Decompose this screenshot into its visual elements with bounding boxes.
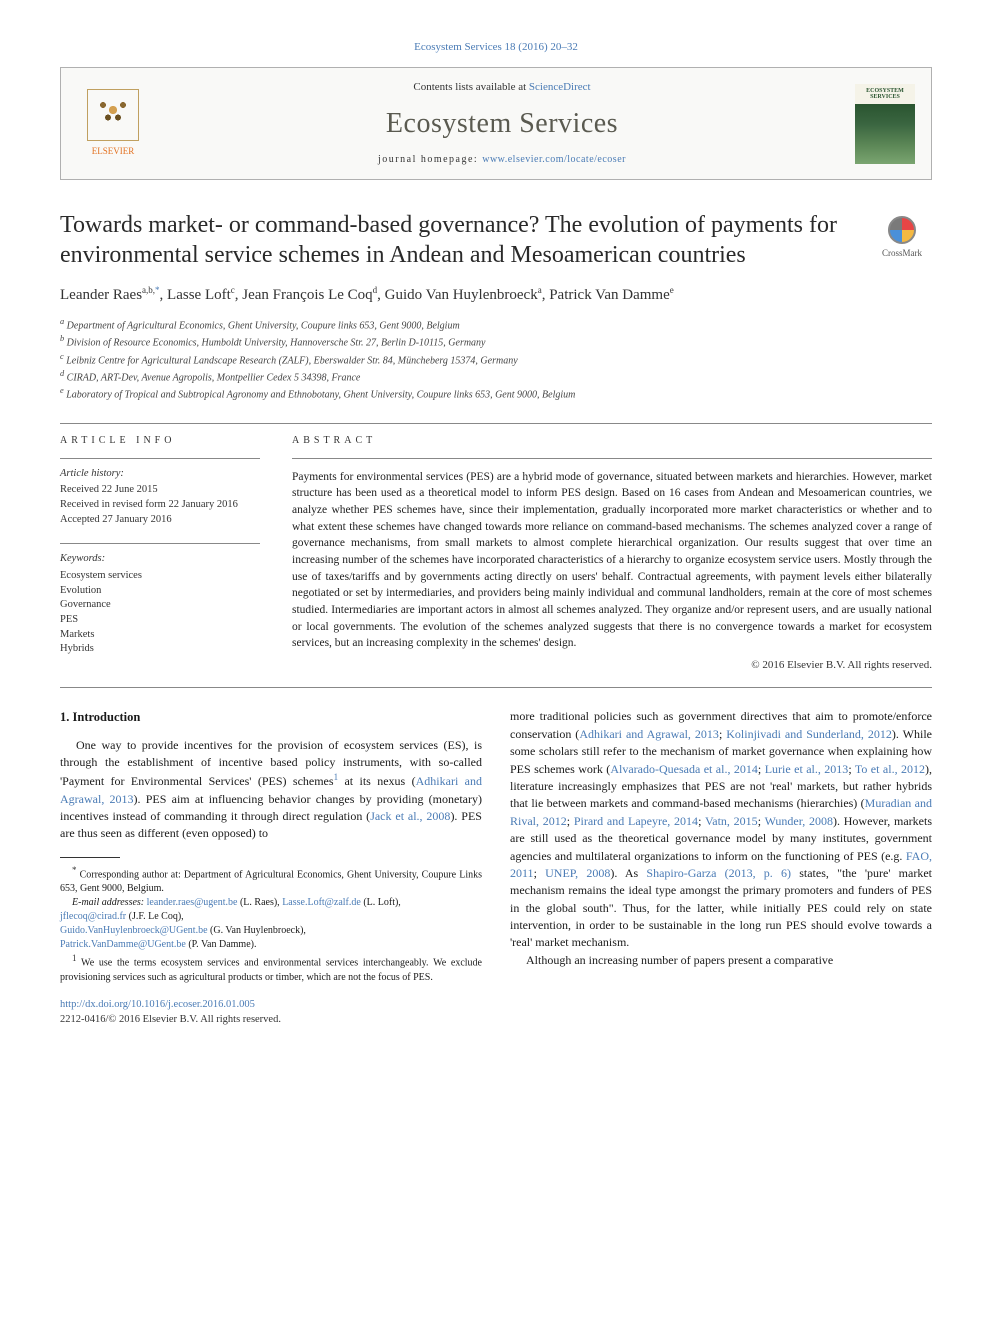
divider-abstract — [292, 458, 932, 459]
ref-shapiro[interactable]: Shapiro-Garza (2013, p. 6) — [646, 866, 791, 880]
homepage-line: journal homepage: www.elsevier.com/locat… — [149, 153, 855, 167]
intro-p3: Although an increasing number of papers … — [510, 952, 932, 969]
ref-lurie[interactable]: Lurie et al., 2013 — [765, 762, 849, 776]
accepted-date: Accepted 27 January 2016 — [60, 513, 260, 528]
doi-link[interactable]: http://dx.doi.org/10.1016/j.ecoser.2016.… — [60, 997, 482, 1012]
body-col-right: more traditional policies such as govern… — [510, 708, 932, 1027]
crossmark-badge[interactable]: CrossMark — [872, 210, 932, 260]
email-lecoq[interactable]: jflecoq@cirad.fr — [60, 911, 126, 922]
affiliations: a Department of Agricultural Economics, … — [60, 316, 932, 403]
ref-vatn[interactable]: Vatn, 2015 — [705, 814, 758, 828]
keywords-heading: Keywords: — [60, 552, 260, 567]
ref-wunder[interactable]: Wunder, 2008 — [765, 814, 833, 828]
abstract-column: ABSTRACT Payments for environmental serv… — [292, 434, 932, 674]
author-4: Guido Van Huylenbroecka — [385, 287, 542, 303]
keyword-3: PES — [60, 613, 260, 628]
footnote-email-line4: Patrick.VanDamme@UGent.be (P. Van Damme)… — [60, 938, 482, 952]
keyword-5: Hybrids — [60, 642, 260, 657]
email-raes[interactable]: leander.raes@ugent.be — [147, 897, 238, 908]
affil-b: b Division of Resource Economics, Humbol… — [60, 333, 932, 350]
ref-kolinjivadi[interactable]: Kolinjivadi and Sunderland, 2012 — [726, 727, 892, 741]
ref-jack[interactable]: Jack et al., 2008 — [370, 809, 450, 823]
keyword-2: Governance — [60, 598, 260, 613]
header-citation: Ecosystem Services 18 (2016) 20–32 — [60, 40, 932, 55]
elsevier-tree-icon — [87, 89, 139, 141]
email-huylenbroeck[interactable]: Guido.VanHuylenbroeck@UGent.be — [60, 925, 208, 936]
ref-pirard[interactable]: Pirard and Lapeyre, 2014 — [574, 814, 698, 828]
received-date: Received 22 June 2015 — [60, 483, 260, 498]
intro-heading: 1. Introduction — [60, 708, 482, 726]
footnote-emails: E-mail addresses: leander.raes@ugent.be … — [60, 896, 482, 910]
affil-c: c Leibniz Centre for Agricultural Landsc… — [60, 351, 932, 368]
affil-e: e Laboratory of Tropical and Subtropical… — [60, 385, 932, 402]
authors-list: Leander Raesa,b,*, Lasse Loftc, Jean Fra… — [60, 284, 932, 306]
divider-info2 — [60, 543, 260, 544]
article-info-label: ARTICLE INFO — [60, 434, 260, 448]
divider-top — [60, 423, 932, 424]
revised-date: Received in revised form 22 January 2016 — [60, 498, 260, 513]
ref-alvarado[interactable]: Alvarado-Quesada et al., 2014 — [610, 762, 758, 776]
author-1: Leander Raesa,b,* — [60, 287, 160, 303]
intro-p2: more traditional policies such as govern… — [510, 708, 932, 951]
email-loft[interactable]: Lasse.Loft@zalf.de — [282, 897, 361, 908]
footnote-divider — [60, 857, 120, 858]
keyword-0: Ecosystem services — [60, 569, 260, 584]
journal-cover-thumbnail: ECOSYSTEM SERVICES — [855, 84, 915, 164]
ref-to[interactable]: To et al., 2012 — [855, 762, 925, 776]
history-heading: Article history: — [60, 467, 260, 482]
footnote-email-line2: jflecoq@cirad.fr (J.F. Le Coq), — [60, 910, 482, 924]
affil-a: a Department of Agricultural Economics, … — [60, 316, 932, 333]
crossmark-label: CrossMark — [882, 247, 922, 260]
footnotes: * Corresponding author at: Department of… — [60, 864, 482, 985]
body-col-left: 1. Introduction One way to provide incen… — [60, 708, 482, 1027]
author-2: Lasse Loftc — [167, 287, 235, 303]
keyword-4: Markets — [60, 628, 260, 643]
email-vandamme[interactable]: Patrick.VanDamme@UGent.be — [60, 939, 186, 950]
homepage-link[interactable]: www.elsevier.com/locate/ecoser — [482, 154, 626, 165]
contents-line: Contents lists available at ScienceDirec… — [149, 80, 855, 95]
cover-label: ECOSYSTEM SERVICES — [855, 88, 915, 101]
elsevier-label: ELSEVIER — [92, 145, 135, 158]
crossmark-icon — [888, 216, 916, 244]
ref-unep[interactable]: UNEP, 2008 — [545, 866, 610, 880]
journal-banner: ELSEVIER Contents lists available at Sci… — [60, 67, 932, 180]
footnote-corr: * Corresponding author at: Department of… — [60, 864, 482, 896]
author-3: Jean François Le Coqd — [242, 287, 377, 303]
divider-info1 — [60, 458, 260, 459]
keyword-1: Evolution — [60, 584, 260, 599]
abstract-text: Payments for environmental services (PES… — [292, 469, 932, 652]
article-info-column: ARTICLE INFO Article history: Received 2… — [60, 434, 260, 674]
elsevier-logo: ELSEVIER — [77, 84, 149, 164]
ref-adhikari2[interactable]: Adhikari and Agrawal, 2013 — [579, 727, 719, 741]
abstract-copyright: © 2016 Elsevier B.V. All rights reserved… — [292, 658, 932, 673]
footnote-1: 1 We use the terms ecosystem services an… — [60, 952, 482, 984]
corr-marker[interactable]: * — [155, 285, 160, 295]
abstract-label: ABSTRACT — [292, 434, 932, 448]
article-title: Towards market- or command-based governa… — [60, 210, 856, 270]
author-5: Patrick Van Dammee — [549, 287, 674, 303]
intro-p1: One way to provide incentives for the pr… — [60, 737, 482, 843]
sciencedirect-link[interactable]: ScienceDirect — [529, 81, 591, 93]
footnote-email-line3: Guido.VanHuylenbroeck@UGent.be (G. Van H… — [60, 924, 482, 938]
journal-name: Ecosystem Services — [149, 104, 855, 143]
issn-line: 2212-0416/© 2016 Elsevier B.V. All right… — [60, 1012, 482, 1027]
divider-bottom — [60, 687, 932, 688]
affil-d: d CIRAD, ART-Dev, Avenue Agropolis, Mont… — [60, 368, 932, 385]
